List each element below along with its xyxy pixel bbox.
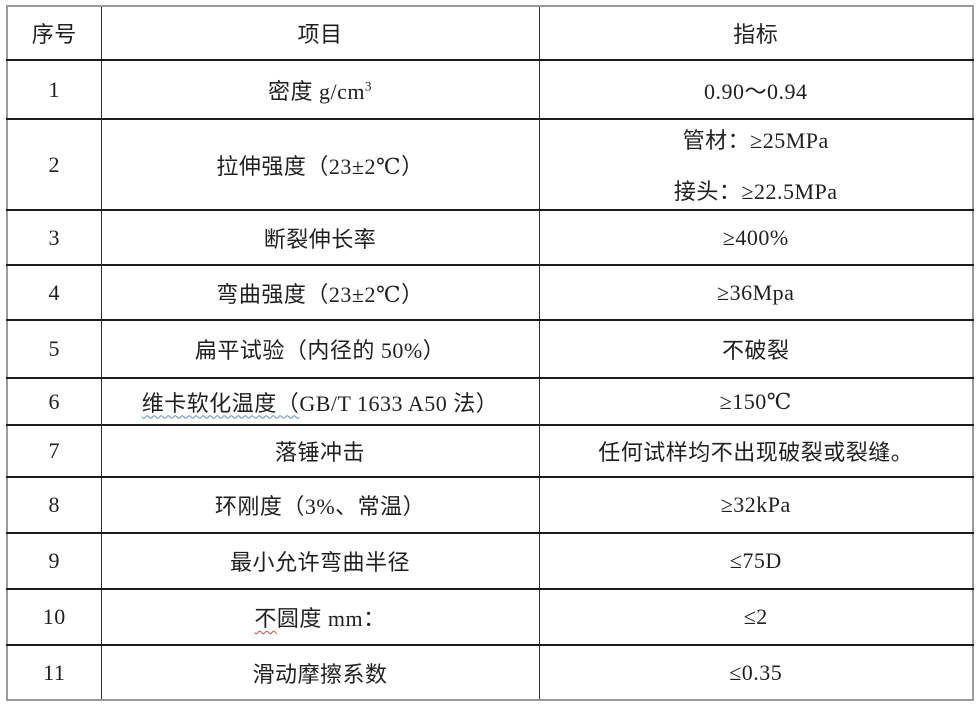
header-col-item: 项目: [100, 5, 540, 61]
cell-spec: 不破裂: [538, 319, 974, 379]
table-row: 3 断裂伸长率 ≥400%: [6, 209, 974, 266]
unit-superscript: 3: [365, 78, 372, 94]
cell-item: 滑动摩擦系数: [100, 644, 540, 701]
cell-item: 环刚度（3%、常温）: [100, 476, 540, 534]
table-row: 1 密度 g/cm3 0.90～0.94: [6, 59, 974, 120]
cell-serial: 3: [6, 209, 102, 266]
spellcheck-marked-text: 维卡软化温度（: [141, 390, 300, 416]
table-row: 10 不圆度 mm： ≤2: [6, 588, 974, 646]
cell-spec: ≤2: [538, 588, 974, 646]
cell-spec: ≤75D: [538, 532, 974, 590]
cell-item: 密度 g/cm3: [100, 59, 540, 120]
cell-serial: 7: [6, 424, 102, 478]
cell-item: 维卡软化温度（GB/T 1633 A50 法）: [100, 377, 540, 426]
table-row: 2 拉伸强度（23±2℃） 管材：≥25MPa 接头：≥22.5MPa: [6, 118, 974, 211]
table-row: 6 维卡软化温度（GB/T 1633 A50 法） ≥150℃: [6, 377, 974, 426]
spellcheck-marked-text: 不: [254, 606, 277, 631]
header-col-spec: 指标: [538, 5, 974, 61]
cell-serial: 11: [6, 644, 102, 701]
cell-item: 扁平试验（内径的 50%）: [100, 319, 540, 379]
cell-item: 落锤冲击: [100, 424, 540, 478]
spec-table: 序号 项目 指标 1 密度 g/cm3 0.90～0.94 2 拉伸强度（23±…: [6, 5, 974, 701]
item-text: 密度 g/cm: [268, 78, 365, 104]
table-row: 5 扁平试验（内径的 50%） 不破裂: [6, 319, 974, 379]
cell-serial: 2: [6, 118, 102, 211]
spec-multiline: 管材：≥25MPa 接头：≥22.5MPa: [540, 123, 973, 206]
cell-serial: 10: [6, 588, 102, 646]
cell-item: 断裂伸长率: [100, 209, 540, 266]
cell-spec: ≥150℃: [538, 377, 974, 426]
cell-spec: ≤0.35: [538, 644, 974, 701]
spec-line: 接头：≥22.5MPa: [673, 179, 838, 204]
cell-spec: 0.90～0.94: [538, 59, 974, 120]
cell-spec: 管材：≥25MPa 接头：≥22.5MPa: [538, 118, 974, 211]
table-row: 9 最小允许弯曲半径 ≤75D: [6, 532, 974, 590]
cell-serial: 9: [6, 532, 102, 590]
cell-spec: ≥32kPa: [538, 476, 974, 534]
cell-item: 弯曲强度（23±2℃）: [100, 264, 540, 321]
cell-spec: ≥36Mpa: [538, 264, 974, 321]
item-text: GB/T 1633 A50 法）: [299, 390, 499, 416]
table-row: 7 落锤冲击 任何试样均不出现破裂或裂缝。: [6, 424, 974, 478]
cell-spec: ≥400%: [538, 209, 974, 266]
item-text: 圆度 mm：: [276, 606, 386, 631]
cell-serial: 8: [6, 476, 102, 534]
table-header-row: 序号 项目 指标: [6, 5, 974, 61]
table-row: 4 弯曲强度（23±2℃） ≥36Mpa: [6, 264, 974, 321]
cell-item: 最小允许弯曲半径: [100, 532, 540, 590]
cell-item: 拉伸强度（23±2℃）: [100, 118, 540, 211]
cell-serial: 4: [6, 264, 102, 321]
table-row: 8 环刚度（3%、常温） ≥32kPa: [6, 476, 974, 534]
cell-serial: 6: [6, 377, 102, 426]
header-col-serial: 序号: [6, 5, 102, 61]
spec-line: 管材：≥25MPa: [682, 128, 829, 153]
cell-serial: 5: [6, 319, 102, 379]
table-row: 11 滑动摩擦系数 ≤0.35: [6, 644, 974, 701]
cell-serial: 1: [6, 59, 102, 120]
cell-spec: 任何试样均不出现破裂或裂缝。: [538, 424, 974, 478]
cell-item: 不圆度 mm：: [100, 588, 540, 646]
